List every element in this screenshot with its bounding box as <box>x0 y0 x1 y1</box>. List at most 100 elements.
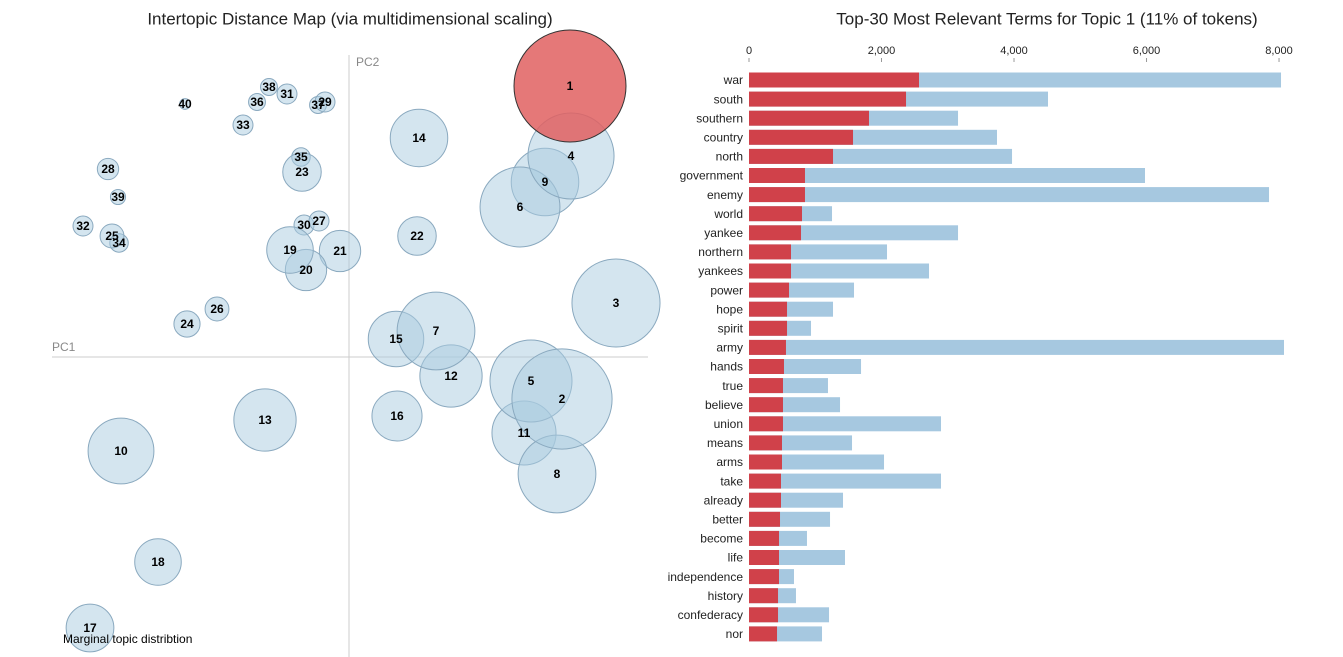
topic-bubble <box>99 223 125 249</box>
topic-bubble <box>308 210 330 232</box>
term-bar <box>749 339 786 355</box>
term-bar <box>749 607 779 623</box>
x-tick-label: 4,000 <box>1000 45 1028 57</box>
topic-label: 31 <box>280 87 294 101</box>
term-label: independence <box>668 570 744 584</box>
topic-label: 38 <box>262 80 276 94</box>
term-bar <box>749 454 782 470</box>
topic-label: 3 <box>613 296 620 310</box>
term-label: already <box>704 493 743 507</box>
term-bar <box>749 168 805 183</box>
topic-bubble <box>571 258 661 348</box>
topic-bubble <box>179 98 191 110</box>
term-label: believe <box>705 398 743 412</box>
topic-label: 28 <box>101 162 115 176</box>
x-tick-label: 8,000 <box>1265 45 1293 57</box>
x-tick-label: 6,000 <box>1133 45 1161 57</box>
term-bar <box>749 550 780 565</box>
topic-label: 22 <box>410 229 424 243</box>
term-label: union <box>714 417 743 431</box>
term-label: take <box>720 474 743 488</box>
term-bar <box>749 263 792 279</box>
term-label: south <box>714 92 743 106</box>
topic-bubble <box>389 108 449 168</box>
topic-label: 27 <box>312 214 326 228</box>
topic-label: 2 <box>559 392 566 406</box>
term-bar <box>749 263 930 279</box>
term-label: southern <box>696 111 743 125</box>
term-bar <box>749 91 907 107</box>
topic-bubble <box>248 93 266 111</box>
term-bar <box>749 378 783 394</box>
term-label: hope <box>716 302 743 316</box>
topic-label: 8 <box>554 467 561 481</box>
term-bar <box>749 339 1284 355</box>
term-bar <box>749 511 781 527</box>
topic-label: 37 <box>311 98 325 112</box>
topic-label: 21 <box>333 244 347 258</box>
term-label: north <box>716 150 743 164</box>
topic-bubble <box>260 78 278 96</box>
term-bar <box>749 168 1145 183</box>
topic-label: 23 <box>295 165 309 179</box>
bars: 0 2,000 4,000 6,000 8,000 war south southern cou… <box>668 45 1293 642</box>
term-label: become <box>700 532 743 546</box>
topic-label: 7 <box>433 324 440 338</box>
x-axis-label: PC1 <box>52 340 76 354</box>
term-bar <box>749 626 778 642</box>
topic-bubble <box>318 229 362 273</box>
topic-bubble <box>513 29 627 143</box>
chart-title: Top-30 Most Relevant Terms for Topic 1 (… <box>836 9 1257 28</box>
topic-label: 30 <box>297 218 311 232</box>
term-label: hands <box>710 360 743 374</box>
topic-bubble <box>314 91 336 113</box>
topic-label: 39 <box>111 190 125 204</box>
topic-bubble <box>134 538 182 586</box>
term-label: country <box>704 130 743 144</box>
topic-label: 18 <box>151 555 165 569</box>
topic-label: 4 <box>568 149 575 163</box>
topic-label: 13 <box>258 413 272 427</box>
term-label: army <box>716 341 743 355</box>
topic-label: 14 <box>412 131 426 145</box>
topic-label: 29 <box>318 95 332 109</box>
term-bar <box>749 72 920 88</box>
topic-bubble <box>396 291 476 371</box>
topic-bubble <box>232 114 254 136</box>
topic-bubble <box>282 152 322 192</box>
topic-bubble <box>109 188 127 206</box>
x-tick-label: 0 <box>746 45 752 57</box>
x-tick-label: 2,000 <box>868 45 896 57</box>
topic-label: 32 <box>76 219 90 233</box>
topic-label: 17 <box>83 621 97 635</box>
topic-bubble <box>96 157 120 181</box>
term-label: war <box>723 73 743 87</box>
term-label: confederacy <box>678 608 743 622</box>
term-bar <box>749 492 782 508</box>
topic-label: 33 <box>236 118 250 132</box>
term-bar <box>749 588 779 604</box>
term-bar <box>749 416 783 432</box>
term-label: spirit <box>718 321 744 335</box>
term-bar <box>749 530 780 546</box>
topic-bubble <box>233 388 297 452</box>
topic-label: 9 <box>542 175 549 189</box>
bubbles: 4039383736353433323130292827262524232221… <box>65 29 661 653</box>
term-label: history <box>708 589 743 603</box>
term-bar <box>749 320 788 336</box>
topic-label: 40 <box>178 97 192 111</box>
topic-bubble <box>479 166 561 248</box>
term-label: enemy <box>707 188 743 202</box>
term-bar <box>749 397 783 413</box>
topic-label: 1 <box>567 79 574 93</box>
term-bar <box>749 206 803 222</box>
term-bar <box>749 244 792 260</box>
term-label: means <box>707 436 743 450</box>
term-bar <box>749 473 782 489</box>
topic-bubble <box>173 310 201 338</box>
term-bar <box>749 187 805 203</box>
term-bar <box>749 225 959 241</box>
term-label: true <box>722 379 743 393</box>
topic-label: 35 <box>294 150 308 164</box>
